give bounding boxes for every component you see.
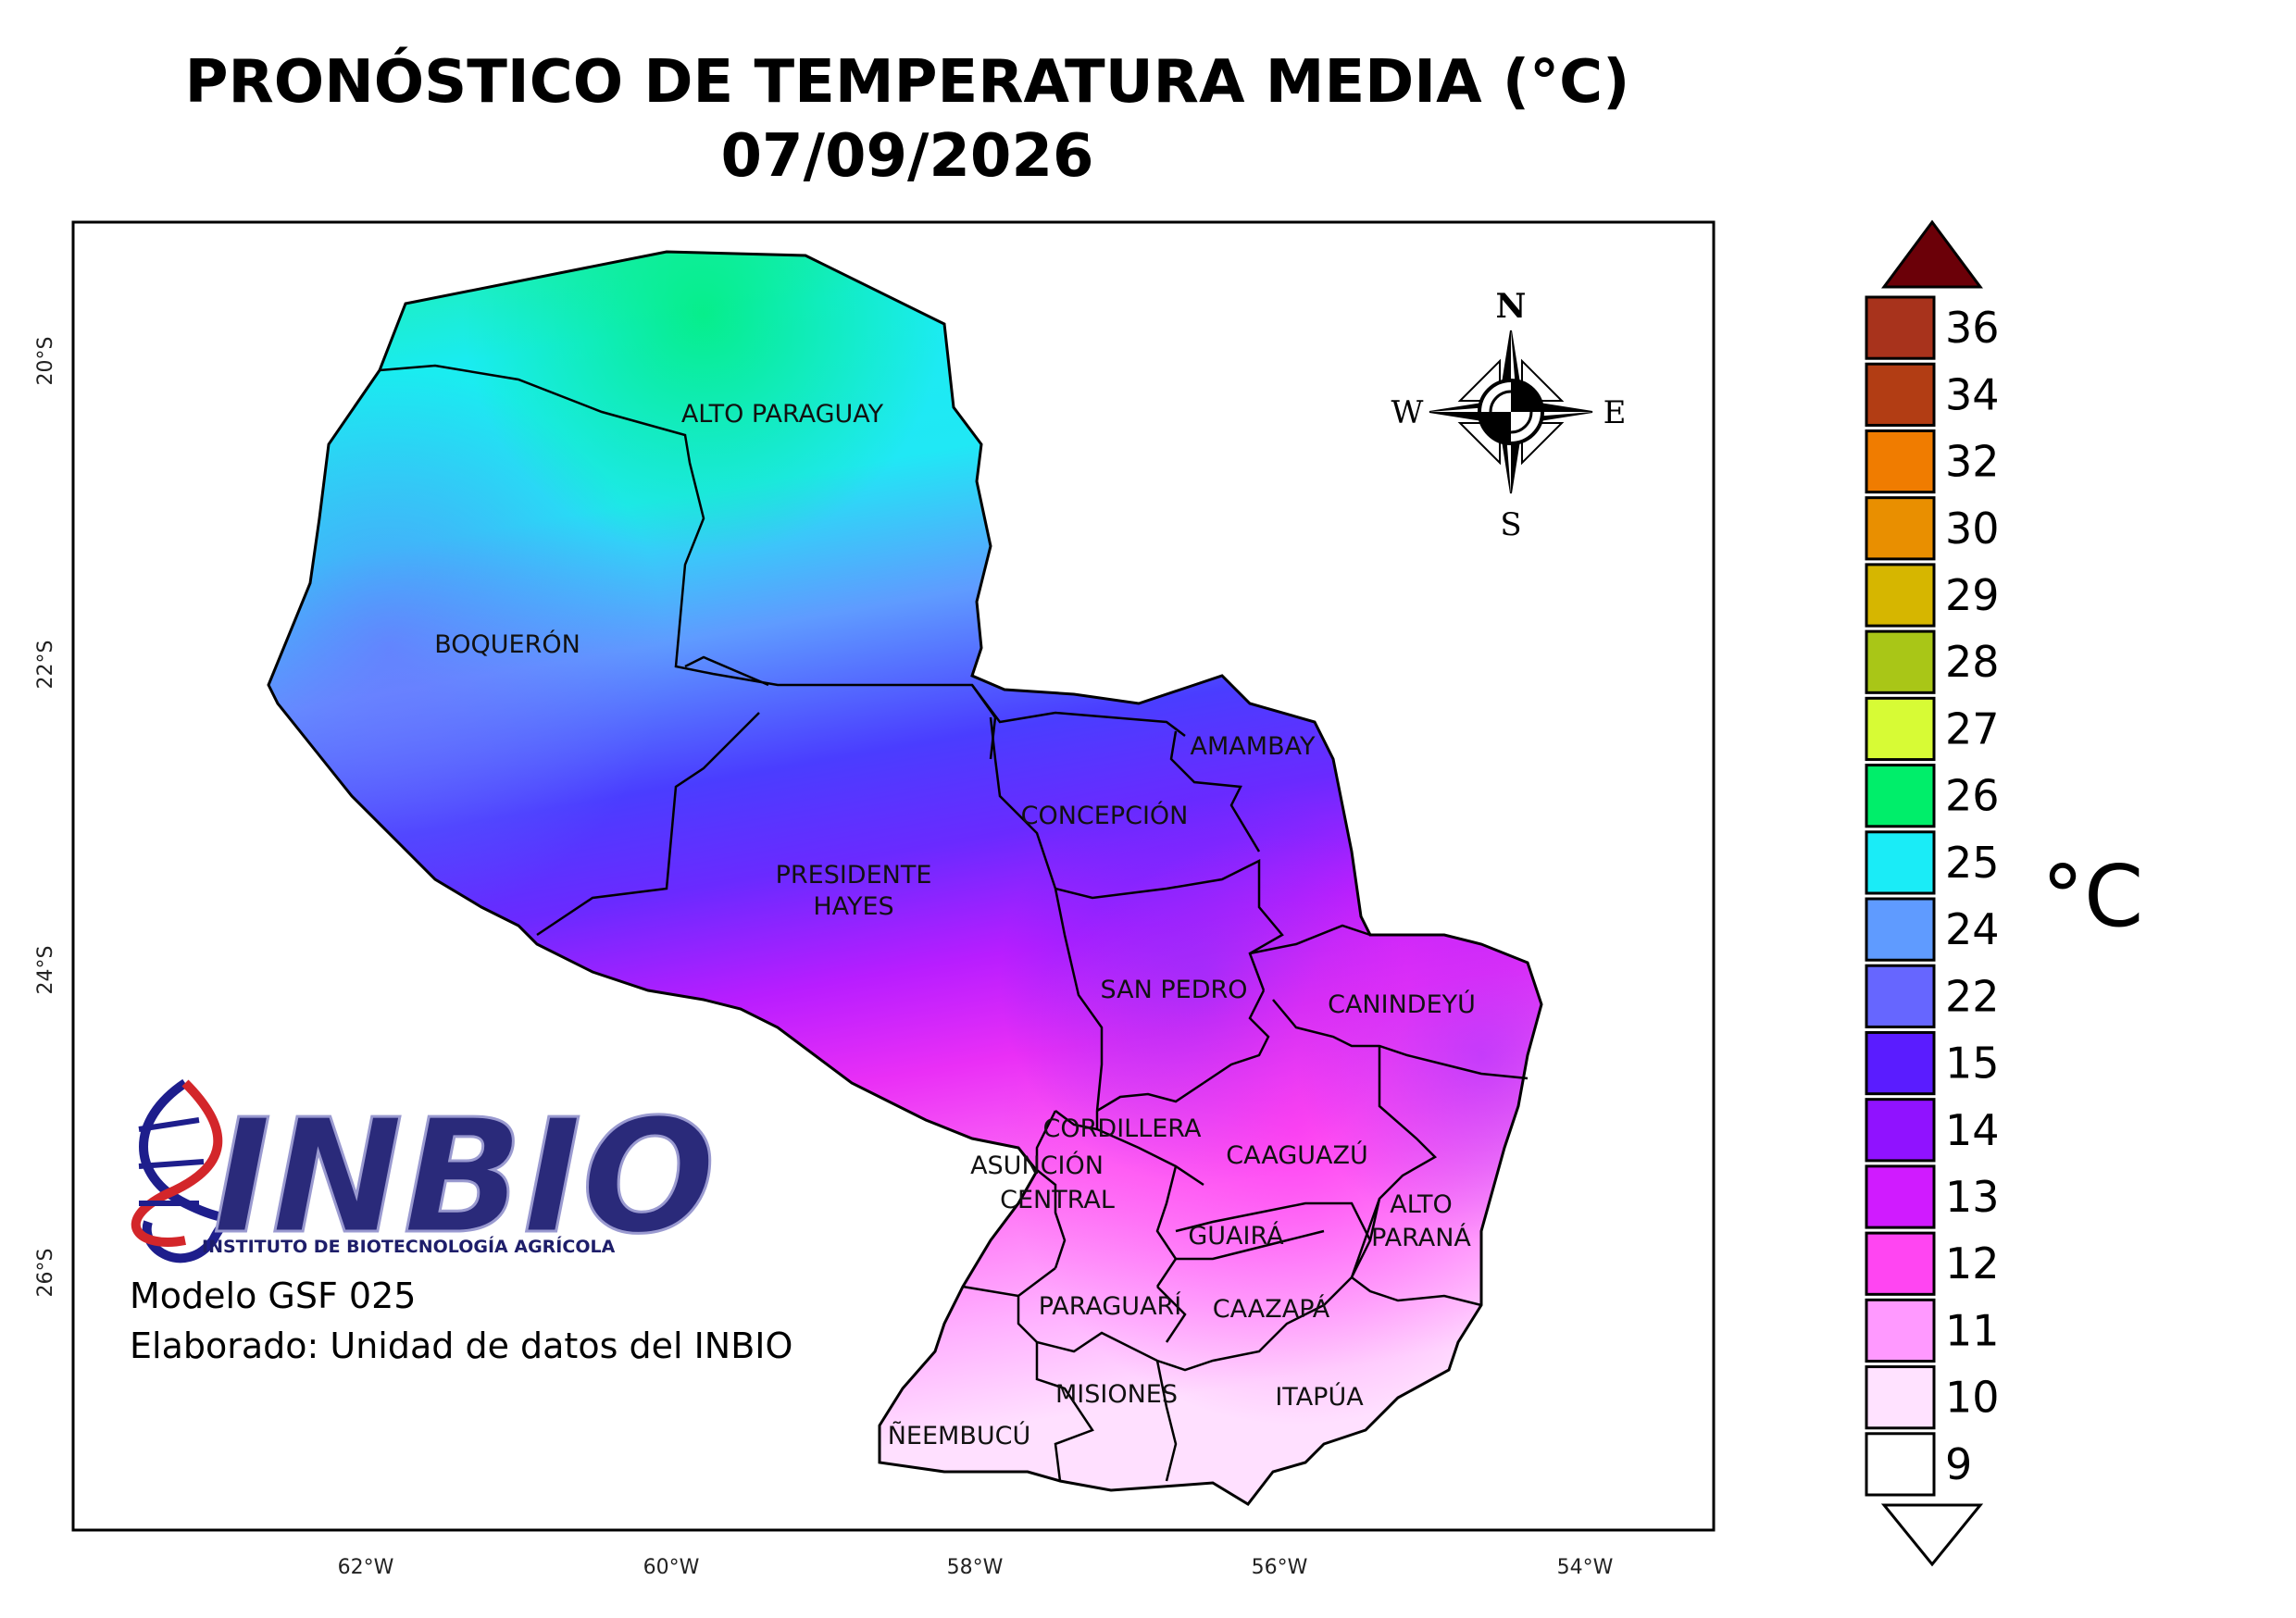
lon-tick: 60°W xyxy=(643,1556,700,1579)
legend-swatch xyxy=(1865,629,1936,694)
lat-tick: 20°S xyxy=(34,337,57,386)
legend-label: 13 xyxy=(1945,1172,2000,1222)
legend-swatch xyxy=(1865,696,1936,762)
compass-s: S xyxy=(1500,506,1521,543)
label-presidente-hayes-2: HAYES xyxy=(813,892,893,921)
inbio-logo: INBIO INSTITUTO DE BIOTECNOLOGÍA AGRÍCOL… xyxy=(131,1078,717,1271)
label-san-pedro: SAN PEDRO xyxy=(1100,976,1247,1004)
legend-swatch xyxy=(1865,964,1936,1028)
legend-label: 34 xyxy=(1945,369,2000,419)
lon-tick: 54°W xyxy=(1557,1556,1614,1579)
legend-swatch xyxy=(1865,1098,1936,1163)
longitude-ticks: 62°W 60°W 58°W 56°W 54°W xyxy=(338,1556,1614,1579)
model-credit: Modelo GSF 025 xyxy=(130,1276,417,1316)
compass-w: W xyxy=(1391,394,1424,431)
legend-label: 32 xyxy=(1945,437,2000,487)
legend-label: 29 xyxy=(1945,570,2000,620)
legend-label: 27 xyxy=(1945,703,2000,753)
department-labels: ALTO PARAGUAY BOQUERÓN PRESIDENTE HAYES … xyxy=(434,400,1476,1450)
legend-swatch xyxy=(1865,897,1936,962)
label-amambay: AMAMBAY xyxy=(1191,732,1316,761)
compass-e: E xyxy=(1603,394,1627,431)
legend-swatch xyxy=(1865,830,1936,895)
lat-tick: 22°S xyxy=(34,641,57,690)
label-misiones: MISIONES xyxy=(1055,1380,1178,1409)
label-cordillera: CORDILLERA xyxy=(1043,1114,1202,1143)
legend-label: 36 xyxy=(1945,303,2000,353)
legend-label: 14 xyxy=(1945,1105,2000,1155)
legend-swatch xyxy=(1865,429,1936,494)
label-itapua: ITAPÚA xyxy=(1275,1382,1364,1412)
label-guaira: GUAIRÁ xyxy=(1188,1221,1284,1251)
label-alto-parana-2: PARANÁ xyxy=(1371,1223,1471,1252)
author-credit: Elaborado: Unidad de datos del INBIO xyxy=(130,1326,793,1366)
color-legend: 36 34 32 30 29 28 27 26 25 24 22 15 14 13 12 11 10 9 xyxy=(1865,219,2000,1567)
label-presidente-hayes-1: PRESIDENTE xyxy=(776,861,932,890)
legend-swatch xyxy=(1865,764,1936,828)
label-paraguari: PARAGUARÍ xyxy=(1039,1291,1182,1321)
legend-label: 12 xyxy=(1945,1238,2000,1288)
legend-label: 24 xyxy=(1945,904,2000,954)
legend-swatch xyxy=(1865,1432,1936,1497)
label-neembucu: ÑEEMBUCÚ xyxy=(888,1421,1031,1450)
legend-label: 30 xyxy=(1945,504,2000,554)
legend-unit: °C xyxy=(2041,847,2144,946)
legend-swatch xyxy=(1865,496,1936,561)
legend-over-arrow xyxy=(1881,219,1983,289)
legend-label: 26 xyxy=(1945,771,2000,821)
compass-rose: N S E W xyxy=(1391,287,1627,543)
legend-label: 10 xyxy=(1945,1373,2000,1423)
legend-swatch xyxy=(1865,1365,1936,1430)
lon-tick: 62°W xyxy=(338,1556,394,1579)
map-date: 07/09/2026 xyxy=(720,122,1094,191)
label-boqueron: BOQUERÓN xyxy=(434,629,580,659)
legend-under-arrow xyxy=(1880,1503,1984,1567)
lon-tick: 56°W xyxy=(1252,1556,1308,1579)
label-asuncion: ASUNCIÓN xyxy=(970,1151,1104,1180)
lon-tick: 58°W xyxy=(947,1556,1004,1579)
lat-tick: 26°S xyxy=(34,1249,57,1298)
legend-label: 28 xyxy=(1945,637,2000,687)
label-alto-parana-1: ALTO xyxy=(1390,1190,1453,1219)
legend-swatch xyxy=(1865,1164,1936,1229)
label-canindeyu: CANINDEYÚ xyxy=(1328,989,1476,1019)
logo-wordmark: INBIO xyxy=(213,1086,716,1269)
legend-label: 11 xyxy=(1945,1305,2000,1355)
lat-tick: 24°S xyxy=(34,946,57,995)
legend-swatch xyxy=(1865,1298,1936,1363)
department-boundaries xyxy=(379,364,1529,1482)
legend-swatch xyxy=(1865,295,1936,360)
logo-subtitle: INSTITUTO DE BIOTECNOLOGÍA AGRÍCOLA xyxy=(202,1236,616,1257)
latitude-ticks: 20°S 22°S 24°S 26°S xyxy=(34,337,57,1298)
legend-label: 22 xyxy=(1945,971,2000,1021)
map-title: PRONÓSTICO DE TEMPERATURA MEDIA (°C) xyxy=(184,48,1630,117)
legend-swatch xyxy=(1865,1231,1936,1296)
legend-swatch xyxy=(1865,362,1936,427)
legend-label: 25 xyxy=(1945,838,2000,888)
label-central: CENTRAL xyxy=(1000,1186,1115,1214)
label-caazapa: CAAZAPÁ xyxy=(1213,1294,1330,1324)
legend-swatch xyxy=(1865,1030,1936,1096)
legend-label: 9 xyxy=(1945,1439,1972,1489)
compass-n: N xyxy=(1496,287,1527,326)
label-alto-paraguay: ALTO PARAGUAY xyxy=(681,400,884,429)
label-caaguazu: CAAGUAZÚ xyxy=(1226,1140,1367,1170)
legend-swatch xyxy=(1865,563,1936,628)
legend-label: 15 xyxy=(1945,1039,2000,1089)
label-concepcion: CONCEPCIÓN xyxy=(1021,801,1189,830)
